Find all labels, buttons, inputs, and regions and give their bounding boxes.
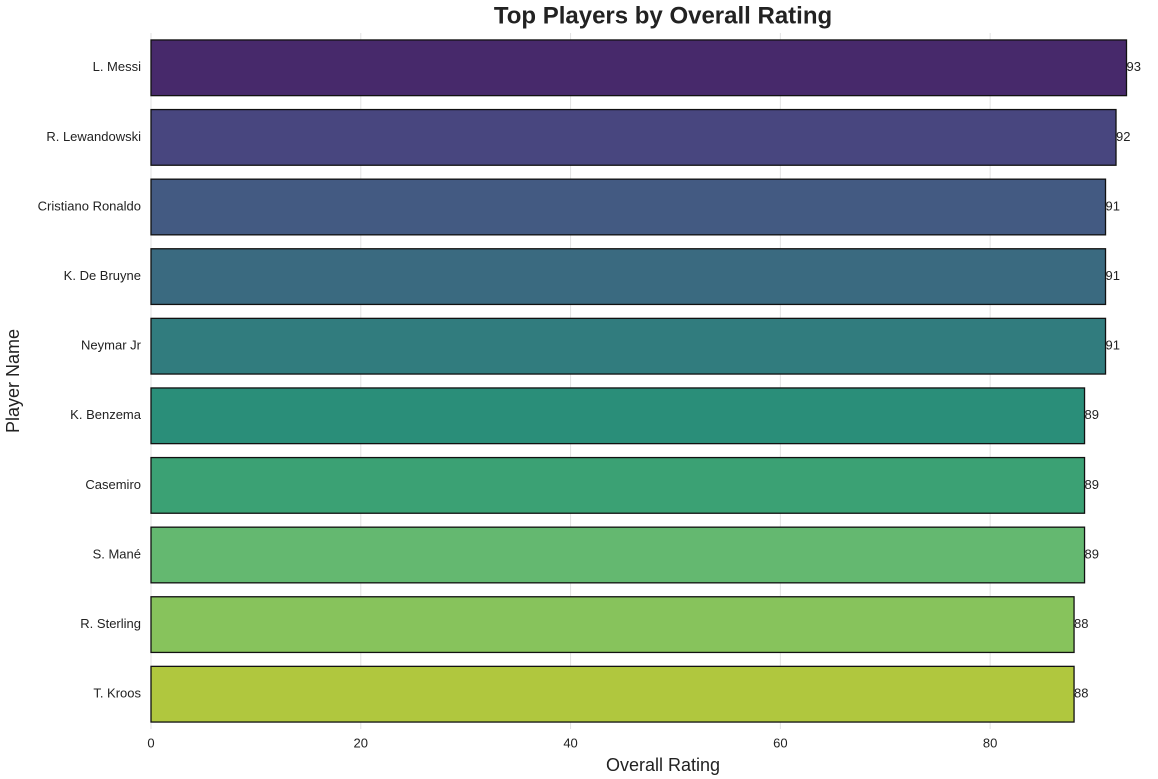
- value-label: 88: [1074, 686, 1088, 701]
- bar: [150, 665, 1075, 723]
- x-axis-label: Overall Rating: [606, 755, 720, 775]
- bar: [150, 108, 1117, 166]
- y-tick-label: Cristiano Ronaldo: [38, 198, 141, 213]
- y-tick-label: L. Messi: [93, 59, 142, 74]
- y-tick-label: Casemiro: [85, 477, 141, 492]
- y-tick-label: K. Benzema: [70, 407, 142, 422]
- y-tick-label: K. De Bruyne: [64, 268, 141, 283]
- value-label: 88: [1074, 616, 1088, 631]
- chart-title: Top Players by Overall Rating: [494, 2, 832, 29]
- value-label: 89: [1085, 407, 1099, 422]
- x-tick-label: 80: [983, 735, 997, 750]
- bar: [150, 178, 1107, 236]
- y-tick-label: R. Lewandowski: [46, 129, 141, 144]
- value-label: 89: [1085, 477, 1099, 492]
- bar: [150, 248, 1107, 306]
- x-tick-label: 20: [354, 735, 368, 750]
- bar: [150, 39, 1128, 97]
- y-tick-label: S. Mané: [93, 546, 141, 561]
- bar: [150, 317, 1107, 375]
- x-tick-label: 40: [563, 735, 577, 750]
- value-label: 91: [1106, 198, 1120, 213]
- value-label: 92: [1116, 129, 1130, 144]
- bar: [150, 456, 1086, 514]
- value-label: 91: [1106, 268, 1120, 283]
- value-label: 89: [1085, 546, 1099, 561]
- x-tick-label: 60: [773, 735, 787, 750]
- bar: [150, 387, 1086, 445]
- y-tick-label: T. Kroos: [93, 686, 141, 701]
- y-tick-label: R. Sterling: [80, 616, 141, 631]
- x-tick-label: 0: [147, 735, 154, 750]
- bar: [150, 526, 1086, 584]
- value-label: 93: [1127, 59, 1141, 74]
- bar: [150, 596, 1075, 654]
- y-axis-label: Player Name: [3, 329, 23, 433]
- y-tick-label: Neymar Jr: [81, 338, 142, 353]
- value-label: 91: [1106, 338, 1120, 353]
